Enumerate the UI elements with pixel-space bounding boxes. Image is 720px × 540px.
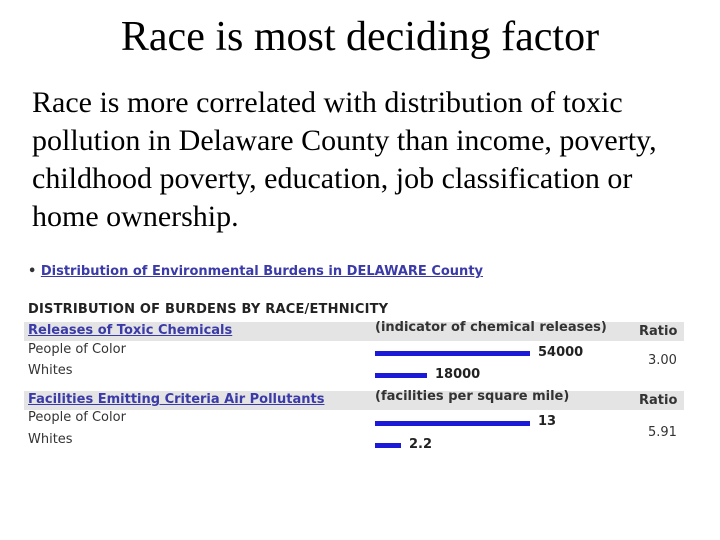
delaware-burdens-link[interactable]: Distribution of Environmental Burdens in… — [40, 264, 484, 279]
air-ratio-value: 5.91 — [648, 425, 677, 440]
air-ratio-header: Ratio — [639, 393, 678, 408]
slide-body-text: Race is more correlated with distributio… — [32, 86, 657, 233]
toxic-bar-whites — [375, 373, 427, 378]
toxic-chemicals-link[interactable]: Releases of Toxic Chemicals — [28, 323, 233, 338]
link-row: • Distribution of Environmental Burdens … — [28, 264, 483, 279]
air-bar-people-of-color — [375, 421, 530, 426]
air-bar-whites — [375, 443, 401, 448]
toxic-row-people-of-color: People of Color — [28, 342, 126, 357]
toxic-bar-people-of-color — [375, 351, 530, 356]
toxic-indicator-label: (indicator of chemical releases) — [375, 320, 607, 335]
air-pollutants-link[interactable]: Facilities Emitting Criteria Air Polluta… — [28, 392, 325, 407]
air-value-people-of-color: 13 — [538, 414, 557, 429]
toxic-value-whites: 18000 — [435, 367, 481, 382]
slide-title: Race is most deciding factor — [120, 14, 600, 60]
air-row-whites: Whites — [28, 432, 73, 447]
burdens-heading: DISTRIBUTION OF BURDENS BY RACE/ETHNICIT… — [28, 302, 389, 317]
bullet-icon: • — [28, 264, 37, 279]
air-indicator-label: (facilities per square mile) — [375, 389, 570, 404]
air-row-people-of-color: People of Color — [28, 410, 126, 425]
toxic-row-whites: Whites — [28, 363, 73, 378]
section-band-toxic — [24, 322, 684, 341]
toxic-value-people-of-color: 54000 — [538, 345, 584, 360]
section-band-air — [24, 391, 684, 410]
toxic-ratio-value: 3.00 — [648, 353, 677, 368]
toxic-ratio-header: Ratio — [639, 324, 678, 339]
air-value-whites: 2.2 — [409, 437, 433, 452]
